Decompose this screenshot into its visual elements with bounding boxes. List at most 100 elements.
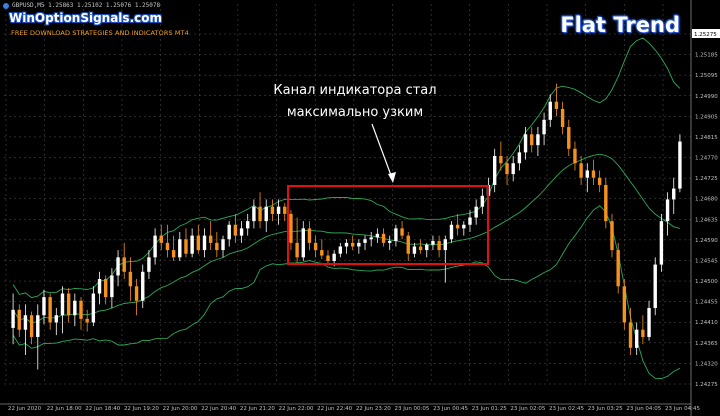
- candle-bear[interactable]: [622, 286, 627, 323]
- candle-bear[interactable]: [66, 293, 71, 316]
- candle-bear[interactable]: [313, 242, 318, 251]
- candle-bear[interactable]: [48, 297, 52, 323]
- candle-bull[interactable]: [369, 237, 373, 240]
- candle-bull[interactable]: [332, 253, 336, 261]
- candle-bull[interactable]: [116, 257, 120, 276]
- candle-bear[interactable]: [171, 250, 176, 258]
- candle-bull[interactable]: [110, 275, 114, 298]
- candle-bear[interactable]: [604, 184, 608, 222]
- candle-bear[interactable]: [616, 250, 620, 287]
- candle-bull[interactable]: [449, 224, 454, 240]
- candle-bull[interactable]: [357, 242, 361, 247]
- candle-bull[interactable]: [91, 293, 96, 323]
- candle-bull[interactable]: [647, 308, 651, 337]
- candle-bear[interactable]: [591, 170, 596, 178]
- candle-bull[interactable]: [221, 239, 225, 251]
- candle-bull[interactable]: [672, 188, 676, 200]
- candle-bear[interactable]: [326, 255, 330, 261]
- candle-bear[interactable]: [307, 228, 312, 243]
- candle-bull[interactable]: [431, 241, 435, 245]
- candle-bull[interactable]: [141, 271, 145, 301]
- candles[interactable]: [11, 83, 682, 370]
- candle-bear[interactable]: [17, 309, 21, 330]
- candle-bull[interactable]: [665, 199, 670, 222]
- candle-bear[interactable]: [505, 163, 509, 175]
- candle-bear[interactable]: [215, 242, 219, 251]
- candle-bear[interactable]: [579, 163, 583, 178]
- candle-bull[interactable]: [202, 235, 207, 251]
- candle-bull[interactable]: [480, 195, 485, 207]
- candle-bull[interactable]: [73, 300, 77, 316]
- candle-bear[interactable]: [437, 241, 441, 251]
- candle-bull[interactable]: [344, 242, 349, 247]
- candle-bull[interactable]: [388, 241, 392, 243]
- candle-bull[interactable]: [425, 244, 429, 251]
- candle-bear[interactable]: [320, 250, 324, 256]
- candle-bull[interactable]: [301, 228, 305, 258]
- candle-bull[interactable]: [474, 206, 478, 218]
- candle-bull[interactable]: [147, 257, 151, 272]
- candle-bull[interactable]: [634, 329, 639, 348]
- candle-bull[interactable]: [42, 297, 46, 316]
- candle-bear[interactable]: [79, 300, 83, 319]
- candle-bull[interactable]: [11, 309, 15, 328]
- candle-bear[interactable]: [270, 206, 275, 214]
- candle-bear[interactable]: [208, 235, 213, 243]
- candle-bull[interactable]: [678, 141, 682, 189]
- candle-bear[interactable]: [233, 224, 238, 236]
- candle-bull[interactable]: [536, 134, 540, 146]
- candle-bear[interactable]: [400, 228, 404, 236]
- candle-bear[interactable]: [295, 242, 299, 258]
- candle-bull[interactable]: [54, 315, 59, 323]
- candle-bull[interactable]: [548, 101, 552, 120]
- candle-bull[interactable]: [97, 279, 102, 294]
- candle-bear[interactable]: [381, 233, 386, 243]
- candle-bull[interactable]: [659, 221, 664, 265]
- candle-bear[interactable]: [406, 235, 410, 254]
- candle-bear[interactable]: [560, 108, 565, 128]
- candle-bull[interactable]: [239, 228, 244, 236]
- candle-bull[interactable]: [412, 246, 417, 254]
- candle-bull[interactable]: [36, 315, 40, 337]
- candle-bear[interactable]: [641, 329, 645, 337]
- candle-bear[interactable]: [610, 221, 614, 251]
- candle-bull[interactable]: [523, 134, 528, 153]
- candle-bear[interactable]: [567, 127, 571, 149]
- candle-bull[interactable]: [227, 224, 231, 240]
- candle-bull[interactable]: [338, 246, 343, 254]
- candle-bear[interactable]: [29, 315, 34, 337]
- candle-bull[interactable]: [190, 235, 194, 254]
- candle-bull[interactable]: [468, 217, 472, 225]
- candle-bull[interactable]: [23, 315, 28, 330]
- candle-bull[interactable]: [178, 239, 182, 258]
- candle-bear[interactable]: [628, 322, 633, 348]
- candle-bull[interactable]: [492, 156, 497, 185]
- candle-bear[interactable]: [455, 224, 460, 229]
- candle-bear[interactable]: [289, 213, 293, 243]
- candle-bear[interactable]: [122, 257, 126, 272]
- candle-bear[interactable]: [530, 134, 534, 146]
- candle-bear[interactable]: [196, 235, 201, 251]
- candle-bull[interactable]: [511, 163, 515, 175]
- candle-bear[interactable]: [85, 318, 89, 323]
- candle-bear[interactable]: [554, 101, 559, 109]
- candle-bull[interactable]: [264, 206, 268, 222]
- candle-bull[interactable]: [375, 233, 380, 238]
- candle-bear[interactable]: [418, 246, 423, 251]
- candle-bull[interactable]: [443, 239, 447, 251]
- candle-bear[interactable]: [499, 156, 503, 164]
- candle-bull[interactable]: [276, 206, 281, 214]
- candle-bear[interactable]: [165, 242, 170, 251]
- candle-bear[interactable]: [159, 235, 163, 243]
- candle-bull[interactable]: [585, 170, 589, 178]
- candle-bear[interactable]: [104, 279, 108, 298]
- candle-bull[interactable]: [517, 152, 522, 164]
- candle-bull[interactable]: [542, 119, 546, 135]
- candle-bear[interactable]: [350, 242, 355, 247]
- candle-bull[interactable]: [653, 264, 657, 308]
- candle-bear[interactable]: [573, 148, 577, 164]
- candle-bull[interactable]: [153, 235, 157, 258]
- candle-bull[interactable]: [252, 206, 256, 222]
- candle-bear[interactable]: [283, 206, 287, 214]
